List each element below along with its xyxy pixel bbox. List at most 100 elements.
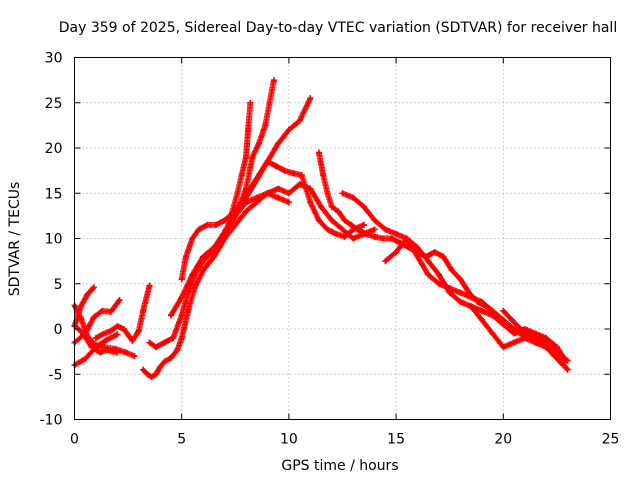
data-point	[478, 298, 485, 305]
data-point	[210, 244, 217, 251]
data-point	[285, 190, 292, 197]
data-point	[521, 335, 528, 342]
data-point	[140, 307, 147, 314]
data-point	[114, 323, 121, 330]
data-point	[116, 297, 123, 304]
data-point	[270, 77, 277, 84]
series-track-6	[92, 282, 153, 344]
data-point	[440, 253, 447, 260]
data-point	[500, 321, 507, 328]
data-point	[82, 355, 89, 362]
data-point	[551, 353, 558, 360]
series-markers	[146, 77, 277, 351]
data-point	[110, 348, 117, 355]
data-point	[489, 312, 496, 319]
series-track-8	[146, 77, 277, 351]
data-point	[543, 344, 550, 351]
data-point	[382, 226, 389, 233]
data-point	[195, 226, 202, 233]
data-point	[77, 303, 84, 310]
y-tick-label: 30	[45, 51, 63, 67]
data-point	[148, 373, 155, 380]
data-point	[511, 339, 518, 346]
data-point	[103, 336, 110, 343]
data-point	[129, 337, 136, 344]
y-tick-label: 10	[45, 232, 63, 248]
data-point	[146, 282, 153, 289]
data-point	[360, 203, 367, 210]
data-point	[324, 190, 331, 197]
series-markers	[140, 99, 254, 380]
data-point	[174, 346, 181, 353]
data-point	[281, 167, 288, 174]
data-point	[120, 326, 127, 332]
data-point	[114, 331, 121, 338]
x-axis-label: GPS time / hours	[281, 458, 398, 474]
x-tick-label: 5	[177, 432, 186, 448]
data-point	[553, 344, 560, 351]
data-point	[182, 253, 189, 260]
chart-title: Day 359 of 2025, Sidereal Day-to-day VTE…	[59, 20, 617, 36]
data-point	[114, 349, 121, 356]
data-point	[354, 226, 361, 233]
data-point	[200, 253, 207, 260]
data-point	[350, 235, 357, 242]
data-point	[152, 371, 159, 378]
data-point	[318, 203, 325, 210]
data-point	[350, 194, 357, 201]
data-point	[517, 326, 524, 332]
data-point	[80, 330, 87, 337]
data-point	[243, 199, 250, 206]
data-point	[232, 221, 239, 228]
data-point	[264, 190, 271, 197]
data-point	[243, 154, 250, 161]
data-point	[262, 122, 269, 129]
data-point	[431, 249, 438, 256]
data-point	[210, 253, 217, 260]
data-point	[167, 354, 174, 361]
data-point	[234, 190, 241, 197]
data-point	[245, 126, 252, 133]
data-point	[457, 276, 464, 283]
data-point	[77, 315, 84, 322]
series-track-17	[500, 307, 567, 369]
data-point	[457, 298, 464, 305]
y-tick-label: -10	[40, 413, 63, 429]
data-point	[341, 233, 348, 240]
data-point	[341, 217, 348, 224]
data-point	[478, 307, 485, 314]
data-point	[414, 253, 421, 260]
data-point	[296, 181, 303, 188]
data-point	[425, 271, 432, 278]
data-point	[339, 190, 346, 197]
data-point	[307, 199, 314, 206]
series-track-10	[178, 158, 367, 283]
data-point	[564, 366, 571, 373]
data-point	[393, 249, 400, 256]
data-point	[307, 185, 314, 192]
data-point	[543, 335, 550, 342]
data-point	[320, 172, 327, 179]
x-tick-label: 10	[280, 432, 298, 448]
data-point	[508, 316, 515, 323]
data-point	[178, 294, 185, 301]
data-point	[296, 117, 303, 124]
data-point	[393, 230, 400, 237]
data-point	[328, 217, 335, 224]
series-track-16	[468, 303, 569, 364]
data-point	[534, 335, 541, 342]
data-point	[131, 353, 138, 360]
data-point	[339, 226, 346, 233]
data-point	[468, 294, 475, 301]
data-point	[161, 358, 168, 365]
data-point	[457, 289, 464, 296]
data-point	[478, 316, 485, 323]
data-point	[414, 244, 421, 251]
data-point	[99, 307, 106, 314]
data-point	[122, 349, 129, 356]
data-point	[371, 233, 378, 240]
data-point	[189, 271, 196, 278]
data-point	[380, 235, 387, 242]
data-point	[275, 140, 282, 147]
